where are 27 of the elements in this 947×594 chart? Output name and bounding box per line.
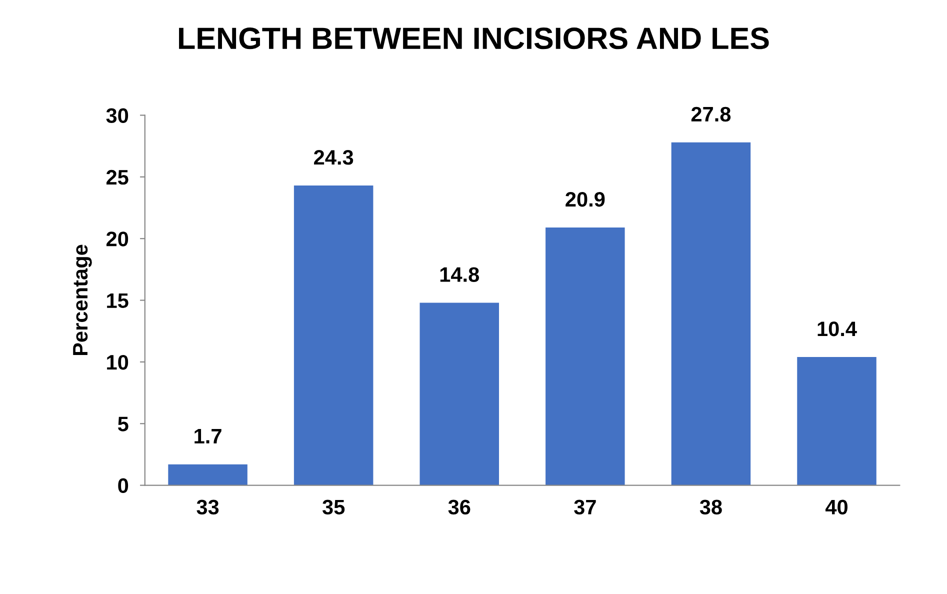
y-tick-label: 20: [106, 232, 128, 246]
bar: [797, 357, 876, 486]
x-tick-label: 33: [196, 500, 219, 515]
y-tick-label: 15: [107, 293, 128, 308]
y-tick-label: 10: [107, 354, 128, 370]
x-tick-label: 35: [322, 500, 345, 515]
y-tick-label: 0: [118, 478, 128, 494]
x-tick-label: 40: [825, 500, 848, 514]
y-axis-title: Percentage: [73, 244, 92, 356]
x-tick-label: 36: [448, 500, 470, 515]
data-label: 24.3: [314, 150, 354, 165]
x-tick-label: 38: [700, 500, 722, 515]
data-label: 20.9: [566, 192, 605, 207]
bar: [294, 186, 374, 486]
data-label: 1.7: [194, 429, 222, 444]
data-label: 27.8: [691, 106, 731, 122]
data-label: 10.4: [818, 321, 857, 336]
y-tick-label: 25: [106, 170, 128, 185]
bar: [168, 464, 248, 486]
bar: [671, 142, 751, 486]
bar: [546, 227, 625, 486]
chart-title: LENGTH BETWEEN INCISIORS AND LES: [179, 28, 769, 50]
y-tick-label: 30: [106, 108, 128, 124]
y-tick-label: 5: [118, 416, 128, 432]
bar: [420, 302, 499, 486]
x-tick-label: 37: [574, 500, 596, 515]
data-label: 14.8: [440, 267, 480, 282]
